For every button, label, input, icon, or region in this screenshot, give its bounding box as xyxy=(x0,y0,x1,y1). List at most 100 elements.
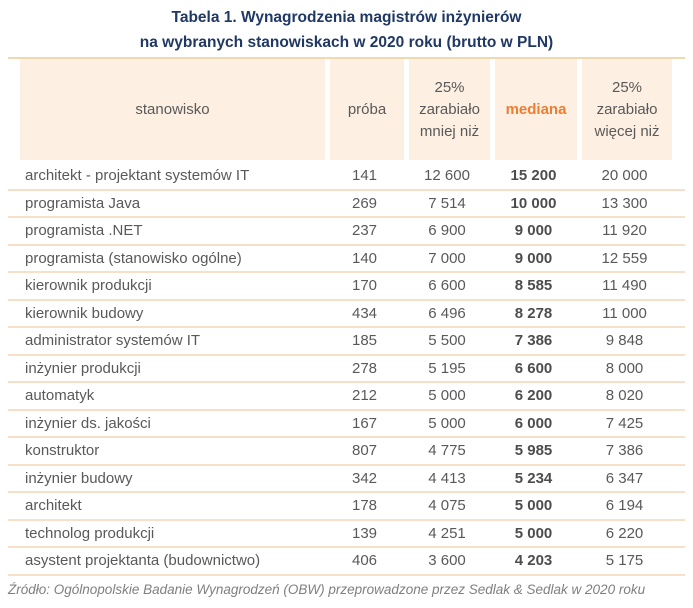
cell-mediana: 6 600 xyxy=(514,359,553,377)
cell-mediana: 6 200 xyxy=(514,387,553,405)
table-row: automatyk 212 5 000 6 200 8 020 xyxy=(8,383,685,411)
cell-mediana: 5 234 xyxy=(514,469,553,487)
cell-mediana: 7 386 xyxy=(514,332,553,350)
cell-25-wiecej: 9 848 xyxy=(605,332,644,350)
cell-25-mniej: 5 000 xyxy=(428,414,466,432)
header-cell-mediana: mediana xyxy=(490,59,577,160)
cell-mediana: 6 000 xyxy=(514,414,553,432)
table-row: inżynier produkcji 278 5 195 6 600 8 000 xyxy=(8,356,685,383)
cell-25-wiecej: 6 220 xyxy=(605,524,644,542)
cell-mediana: 9 000 xyxy=(514,249,553,267)
cell-25-wiecej: 8 000 xyxy=(605,359,644,377)
salary-table: stanowisko próba 25% zarabiało mniej niż… xyxy=(0,59,693,576)
table-row: asystent projektanta (budownictwo) 406 3… xyxy=(8,548,685,576)
header-cell-stanowisko: stanowisko xyxy=(20,59,325,160)
cell-stanowisko: inżynier budowy xyxy=(25,469,133,487)
cell-mediana: 8 278 xyxy=(514,304,553,322)
cell-stanowisko: automatyk xyxy=(25,387,95,405)
cell-stanowisko: administrator systemów IT xyxy=(25,332,201,350)
cell-25-wiecej: 7 386 xyxy=(605,442,644,460)
cell-25-mniej: 5 000 xyxy=(428,387,466,405)
table-row: architekt 178 4 075 5 000 6 194 xyxy=(8,493,685,521)
cell-mediana: 5 985 xyxy=(514,442,553,460)
table-row: administrator systemów IT 185 5 500 7 38… xyxy=(8,328,685,356)
cell-25-wiecej: 11 920 xyxy=(602,222,647,240)
cell-25-wiecej: 8 020 xyxy=(605,387,644,405)
cell-25-mniej: 7 000 xyxy=(428,249,466,267)
table-header: stanowisko próba 25% zarabiało mniej niż… xyxy=(20,59,693,160)
cell-25-wiecej: 6 194 xyxy=(605,497,644,515)
cell-25-mniej: 5 500 xyxy=(428,332,466,350)
table-row: inżynier ds. jakości 167 5 000 6 000 7 4… xyxy=(8,411,685,438)
cell-mediana: 9 000 xyxy=(514,222,553,240)
cell-stanowisko: inżynier produkcji xyxy=(25,359,141,377)
cell-proba: 278 xyxy=(351,359,378,377)
cell-mediana: 8 585 xyxy=(514,277,553,295)
cell-25-mniej: 4 413 xyxy=(428,469,466,487)
cell-25-mniej: 3 600 xyxy=(428,552,466,570)
cell-proba: 237 xyxy=(351,222,378,240)
cell-mediana: 4 203 xyxy=(514,552,553,570)
table-row: architekt - projektant systemów IT 141 1… xyxy=(8,163,685,191)
cell-stanowisko: architekt xyxy=(25,497,82,515)
cell-proba: 434 xyxy=(351,304,378,322)
cell-25-wiecej: 7 425 xyxy=(605,414,644,432)
table-row: programista .NET 237 6 900 9 000 11 920 xyxy=(8,218,685,246)
cell-proba: 406 xyxy=(351,552,378,570)
cell-mediana: 15 200 xyxy=(510,167,557,185)
cell-25-mniej: 7 514 xyxy=(428,194,466,212)
table-title: Tabela 1. Wynagrodzenia magistrów inżyni… xyxy=(0,0,693,55)
cell-stanowisko: programista .NET xyxy=(25,222,143,240)
cell-proba: 185 xyxy=(351,332,378,350)
cell-25-mniej: 6 900 xyxy=(428,222,466,240)
title-line-1: Tabela 1. Wynagrodzenia magistrów inżyni… xyxy=(171,9,522,26)
cell-stanowisko: programista (stanowisko ogólne) xyxy=(25,249,242,267)
cell-proba: 170 xyxy=(351,277,378,295)
cell-25-mniej: 6 496 xyxy=(428,304,466,322)
cell-stanowisko: technolog produkcji xyxy=(25,524,155,542)
cell-25-mniej: 4 775 xyxy=(428,442,466,460)
title-divider xyxy=(8,57,685,59)
cell-25-mniej: 5 195 xyxy=(428,359,466,377)
cell-25-mniej: 4 075 xyxy=(428,497,466,515)
table-row: konstruktor 807 4 775 5 985 7 386 xyxy=(8,438,685,466)
cell-stanowisko: architekt - projektant systemów IT xyxy=(25,167,250,185)
cell-25-wiecej: 11 000 xyxy=(602,304,647,322)
header-cell-25-mniej: 25% zarabiało mniej niż xyxy=(404,59,490,160)
cell-25-wiecej: 11 490 xyxy=(602,277,647,295)
cell-proba: 212 xyxy=(351,387,378,405)
cell-25-mniej: 4 251 xyxy=(428,524,466,542)
cell-proba: 269 xyxy=(351,194,378,212)
header-cell-25-wiecej: 25% zarabiało więcej niż xyxy=(577,59,672,160)
cell-proba: 178 xyxy=(351,497,378,515)
table-row: inżynier budowy 342 4 413 5 234 6 347 xyxy=(8,466,685,493)
cell-mediana: 10 000 xyxy=(510,194,557,212)
cell-proba: 807 xyxy=(351,442,378,460)
cell-25-wiecej: 13 300 xyxy=(601,194,648,212)
table-row: technolog produkcji 139 4 251 5 000 6 22… xyxy=(8,521,685,548)
cell-stanowisko: asystent projektanta (budownictwo) xyxy=(25,552,261,570)
table-body: architekt - projektant systemów IT 141 1… xyxy=(8,163,685,576)
header-cell-proba: próba xyxy=(325,59,404,160)
cell-25-mniej: 12 600 xyxy=(424,167,470,185)
cell-proba: 342 xyxy=(351,469,378,487)
table-row: kierownik budowy 434 6 496 8 278 11 000 xyxy=(8,301,685,328)
source-note: Źródło: Ogólnopolskie Badanie Wynagrodze… xyxy=(8,581,646,597)
cell-proba: 167 xyxy=(351,414,378,432)
cell-proba: 139 xyxy=(351,524,378,542)
cell-stanowisko: inżynier ds. jakości xyxy=(25,414,151,432)
title-line-2: na wybranych stanowiskach w 2020 roku (b… xyxy=(139,34,554,51)
cell-mediana: 5 000 xyxy=(514,497,553,515)
cell-25-wiecej: 6 347 xyxy=(605,469,644,487)
table-row: programista (stanowisko ogólne) 140 7 00… xyxy=(8,246,685,273)
cell-proba: 140 xyxy=(351,249,378,267)
table-row: programista Java 269 7 514 10 000 13 300 xyxy=(8,191,685,218)
cell-mediana: 5 000 xyxy=(514,524,553,542)
cell-25-mniej: 6 600 xyxy=(428,277,466,295)
cell-25-wiecej: 20 000 xyxy=(601,167,648,185)
cell-stanowisko: programista Java xyxy=(25,194,141,212)
cell-stanowisko: konstruktor xyxy=(25,442,100,460)
cell-stanowisko: kierownik produkcji xyxy=(25,277,152,295)
table-row: kierownik produkcji 170 6 600 8 585 11 4… xyxy=(8,273,685,301)
